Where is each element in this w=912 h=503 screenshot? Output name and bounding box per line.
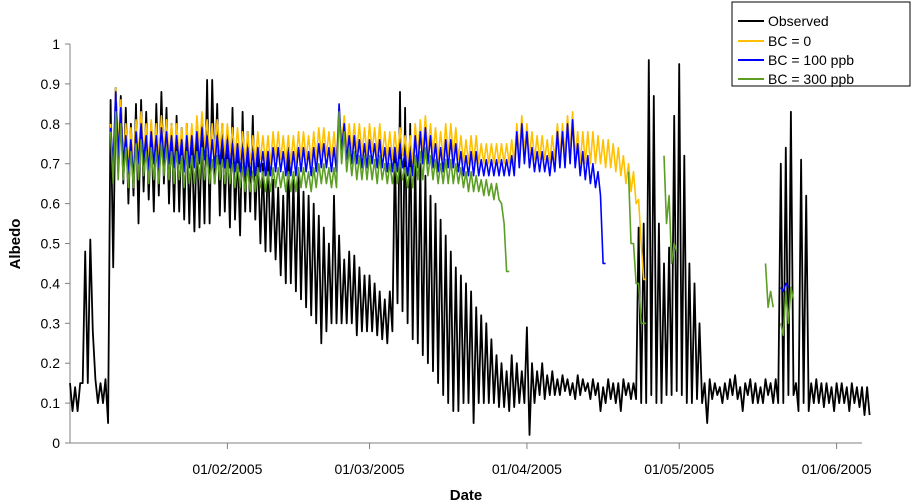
- y-tick-label: 0.2: [41, 355, 61, 371]
- x-tick-label: 01/05/2005: [644, 461, 714, 477]
- x-tick-label: 01/06/2005: [802, 461, 872, 477]
- x-axis-title: Date: [450, 487, 483, 503]
- series-line: [780, 282, 790, 293]
- y-axis-title: Albedo: [7, 219, 24, 270]
- y-tick-label: 0.8: [41, 116, 61, 132]
- y-tick-label: 0.6: [41, 196, 61, 212]
- series-line: [764, 263, 774, 309]
- y-tick-label: 0.4: [41, 275, 61, 291]
- legend-box: [731, 1, 911, 87]
- series-bc-300-ppb: [109, 111, 795, 337]
- series-line: [780, 286, 795, 337]
- y-tick-label: 0.5: [41, 236, 61, 252]
- legend-label-bc-100: BC = 100 ppb: [768, 52, 854, 68]
- x-axis: 01/02/2005 01/03/2005 01/04/2005 01/05/2005…: [70, 442, 872, 477]
- y-tick-label: 0: [52, 435, 60, 451]
- series-line: [109, 91, 606, 265]
- legend-label-bc-0: BC = 0: [768, 33, 811, 49]
- series-layer: [69, 59, 871, 436]
- x-tick-label: 01/04/2005: [492, 461, 562, 477]
- series-line: [627, 171, 647, 325]
- y-tick-label: 0.3: [41, 315, 61, 331]
- y-tick-label: 0.1: [41, 395, 61, 411]
- y-tick-label: 1: [52, 36, 60, 52]
- series-bc-100-ppb: [109, 91, 790, 293]
- x-tick-label: 01/03/2005: [334, 461, 404, 477]
- legend: Observed BC = 0 BC = 100 ppb BC = 300 pp…: [731, 1, 911, 87]
- x-tick-label: 01/02/2005: [192, 461, 262, 477]
- y-tick-label: 0.9: [41, 76, 61, 92]
- series-line: [663, 155, 678, 265]
- series-line: [109, 111, 510, 273]
- series-line: [109, 87, 647, 281]
- legend-label-bc-300: BC = 300 ppb: [768, 71, 854, 87]
- series-bc-0: [109, 87, 647, 281]
- legend-label-observed: Observed: [768, 13, 829, 29]
- y-tick-label: 0.7: [41, 156, 61, 172]
- y-axis: 0 0.1 0.2 0.3 0.4 0.5 0.6 0.7 0.8 0.9 1: [41, 36, 71, 451]
